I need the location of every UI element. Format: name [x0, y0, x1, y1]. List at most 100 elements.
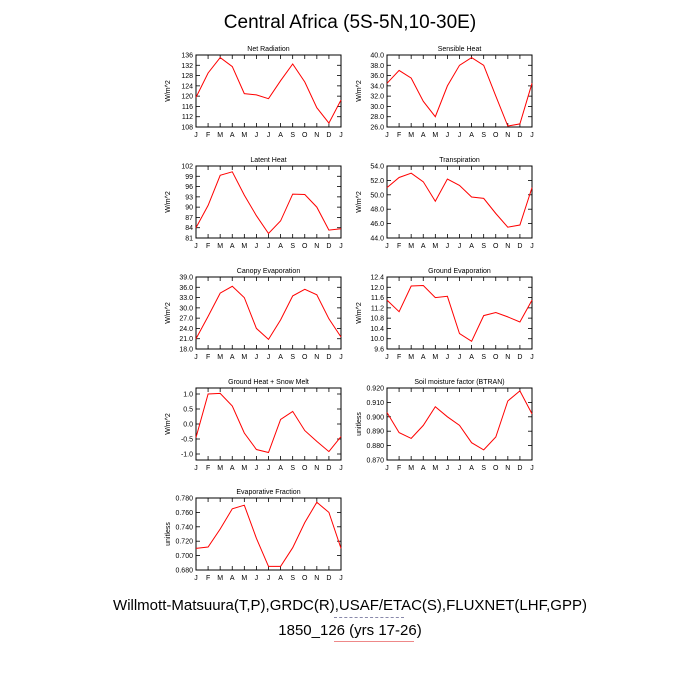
panel-1-ylabel: W/m^2: [165, 80, 172, 102]
panel-3-ytick-label: 84: [185, 225, 193, 232]
panel-8-xtick-label: A: [421, 465, 426, 472]
panel-1-ytick-label: 108: [181, 125, 193, 132]
panel-2-xtick-label: M: [432, 132, 438, 139]
panel-3-title: Latent Heat: [250, 157, 286, 164]
panel-6-xtick-label: J: [530, 354, 534, 361]
panel-7-xtick-label: S: [290, 465, 295, 472]
panel-8-ytick-label: 0.890: [366, 429, 384, 436]
panel-7-ytick-label: 0.0: [183, 422, 193, 429]
panel-4-xtick-label: D: [517, 243, 522, 250]
panel-3-ytick-label: 87: [185, 215, 193, 222]
panel-2-xtick-label: F: [397, 132, 401, 139]
panel-7-xtick-label: J: [267, 465, 271, 472]
panel-1-xtick-label: J: [267, 132, 271, 139]
panel-3-xtick-label: A: [230, 243, 235, 250]
panel-6-xtick-label: D: [517, 354, 522, 361]
panel-2-title: Sensible Heat: [438, 46, 482, 53]
panel-1-xtick-label: A: [278, 132, 283, 139]
panel-2-ylabel: W/m^2: [356, 80, 363, 102]
panel-9-ylabel: unitless: [165, 522, 172, 546]
panel-9-xtick-label: D: [326, 575, 331, 582]
panel-4-ytick-label: 52.0: [370, 178, 384, 185]
panel-4-xtick-label: A: [469, 243, 474, 250]
panel-1-xtick-label: J: [255, 132, 259, 139]
panel-2-series-line: [386, 57, 533, 127]
panel-8-xtick-label: O: [493, 465, 499, 472]
panel-2-xtick-label: S: [481, 132, 486, 139]
panel-1-xtick-label: S: [290, 132, 295, 139]
panel-1-xtick-label: N: [314, 132, 319, 139]
panel-1-frame: [195, 54, 342, 128]
panel-7-series-line: [195, 392, 342, 454]
panel-3-xtick-label: S: [290, 243, 295, 250]
panel-7-ytick-label: 0.5: [183, 407, 193, 414]
panel-6-xtick-label: A: [421, 354, 426, 361]
panel-8-ylabel: unitless: [356, 412, 363, 436]
panel-6-ytick-label: 10.8: [370, 316, 384, 323]
panel-6-ytick-label: 11.6: [371, 295, 384, 302]
panel-9-xtick-label: S: [290, 575, 295, 582]
panel-5-frame: [195, 276, 342, 350]
panel-4-ytick-label: 48.0: [370, 207, 384, 214]
panel-2-xtick-label: N: [505, 132, 510, 139]
panel-7-title: Ground Heat + Snow Melt: [228, 379, 309, 386]
panel-4-ytick-label: 46.0: [370, 221, 384, 228]
panel-3-frame: [195, 165, 342, 239]
panel-8-ytick-label: 0.880: [366, 443, 384, 450]
panel-3-ytick-label: 81: [185, 236, 193, 243]
panel-3-xtick-label: J: [339, 243, 343, 250]
panel-5-xtick-label: J: [255, 354, 259, 361]
panel-2-ytick-label: 34.0: [370, 83, 384, 90]
panel-9-ytick-label: 0.720: [175, 539, 193, 546]
panel-3-xtick-label: J: [255, 243, 259, 250]
panel-1-xtick-label: M: [241, 132, 247, 139]
panel-8-xtick-label: A: [469, 465, 474, 472]
panel-4-xtick-label: J: [446, 243, 450, 250]
panel-6-ytick-label: 9.6: [374, 347, 384, 354]
panel-5-xtick-label: M: [241, 354, 247, 361]
panel-5-xtick-label: A: [230, 354, 235, 361]
panel-7-xtick-label: M: [217, 465, 223, 472]
panel-2-xtick-label: J: [385, 132, 389, 139]
panel-3-ytick-label: 99: [185, 174, 193, 181]
panel-7-xtick-label: J: [255, 465, 259, 472]
panel-5-title: Canopy Evaporation: [237, 268, 301, 275]
panel-9-xtick-label: J: [255, 575, 259, 582]
panel-4-xtick-label: A: [421, 243, 426, 250]
panel-2-xtick-label: A: [469, 132, 474, 139]
panel-8-xtick-label: J: [458, 465, 462, 472]
panel-9-ytick-label: 0.780: [175, 496, 193, 503]
panel-3-series-line: [195, 171, 342, 235]
panel-9-ytick-label: 0.760: [175, 510, 193, 517]
data-sources-caption: Willmott-Matsuura(T,P),GRDC(R),USAF/ETAC…: [113, 597, 587, 614]
panel-2-xtick-label: J: [446, 132, 450, 139]
panel-1-ytick-label: 112: [182, 114, 193, 121]
panel-2-ytick-label: 26.0: [370, 125, 384, 132]
panel-2-ytick-label: 32.0: [370, 94, 384, 101]
panel-1-title: Net Radiation: [247, 46, 290, 53]
panel-9-xtick-label: F: [206, 575, 210, 582]
panel-4-ytick-label: 44.0: [370, 236, 384, 243]
panel-2-xtick-label: A: [421, 132, 426, 139]
panel-3-ytick-label: 96: [185, 184, 193, 191]
panel-4-xtick-label: F: [397, 243, 401, 250]
panel-5-xtick-label: A: [278, 354, 283, 361]
panel-4-xtick-label: O: [493, 243, 499, 250]
panel-2-xtick-label: D: [517, 132, 522, 139]
panel-5-ylabel: W/m^2: [165, 302, 172, 324]
panel-5-ytick-label: 27.0: [179, 316, 193, 323]
panel-3-xtick-label: J: [267, 243, 271, 250]
panel-7-xtick-label: D: [326, 465, 331, 472]
panel-6-xtick-label: J: [446, 354, 450, 361]
panel-4-ylabel: W/m^2: [356, 191, 363, 213]
panel-5-ytick-label: 21.0: [179, 336, 193, 343]
panel-8-xtick-label: J: [385, 465, 389, 472]
panel-5-xtick-label: J: [194, 354, 198, 361]
panel-1-xtick-label: A: [230, 132, 235, 139]
panel-8-xtick-label: M: [432, 465, 438, 472]
panel-4-title: Transpiration: [439, 157, 480, 164]
panel-6-xtick-label: J: [458, 354, 462, 361]
panel-7-xtick-label: J: [339, 465, 343, 472]
panel-4-xtick-label: M: [408, 243, 414, 250]
